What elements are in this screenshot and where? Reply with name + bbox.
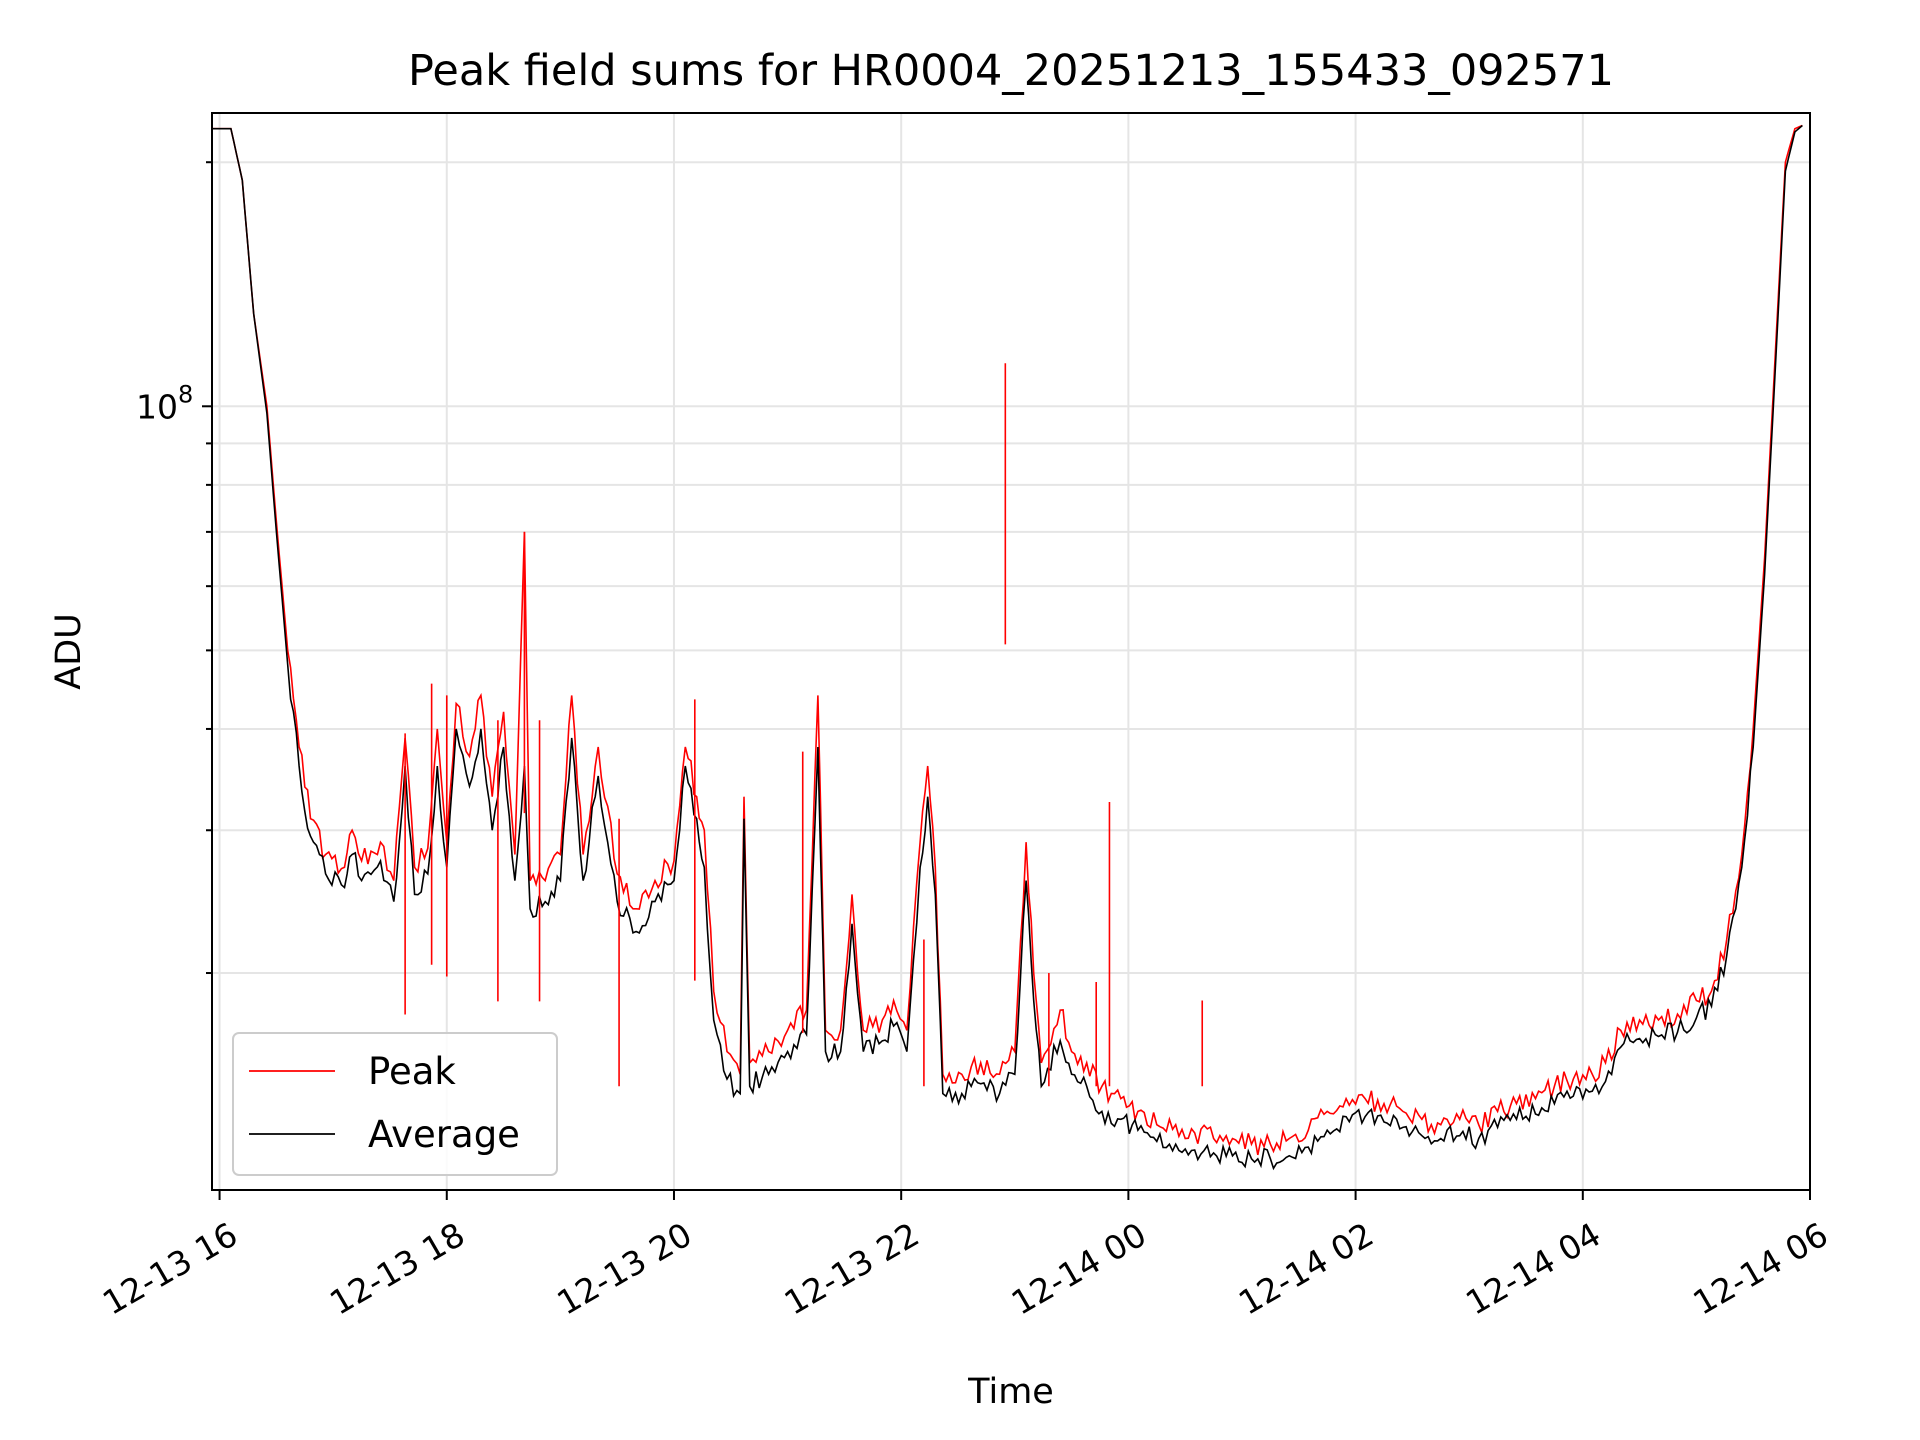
x-tick-label: 12-14 00 <box>1005 1215 1153 1323</box>
y-axis-label: ADU <box>49 613 89 690</box>
series-line-average <box>212 124 1803 1171</box>
x-axis-label: Time <box>967 1372 1054 1412</box>
legend-box <box>232 1032 558 1176</box>
legend-label-peak: Peak <box>368 1050 456 1093</box>
legend-label-average: Average <box>368 1113 520 1156</box>
y-tick-label-base: 10 <box>136 387 178 426</box>
x-tick-label: 12-13 18 <box>323 1215 471 1323</box>
y-tick-label-exponent: 8 <box>178 380 193 408</box>
x-tick-label: 12-14 02 <box>1232 1215 1380 1323</box>
x-tick-label: 12-14 06 <box>1686 1215 1834 1323</box>
grid <box>212 113 1811 1190</box>
plot-area-frame <box>211 112 1811 1191</box>
chart-title: Peak field sums for HR0004_20251213_1554… <box>408 46 1614 96</box>
x-tick-label: 12-13 20 <box>550 1215 698 1323</box>
x-tick-label: 12-13 22 <box>778 1215 926 1323</box>
series-line-peak <box>212 124 1803 1156</box>
y-tick-label: 10 <box>136 387 178 426</box>
plot-series <box>212 124 1803 1171</box>
x-tick-label: 12-13 16 <box>96 1215 244 1323</box>
x-tick-label: 12-14 04 <box>1459 1215 1607 1323</box>
legend: Peak Average <box>232 1032 558 1176</box>
